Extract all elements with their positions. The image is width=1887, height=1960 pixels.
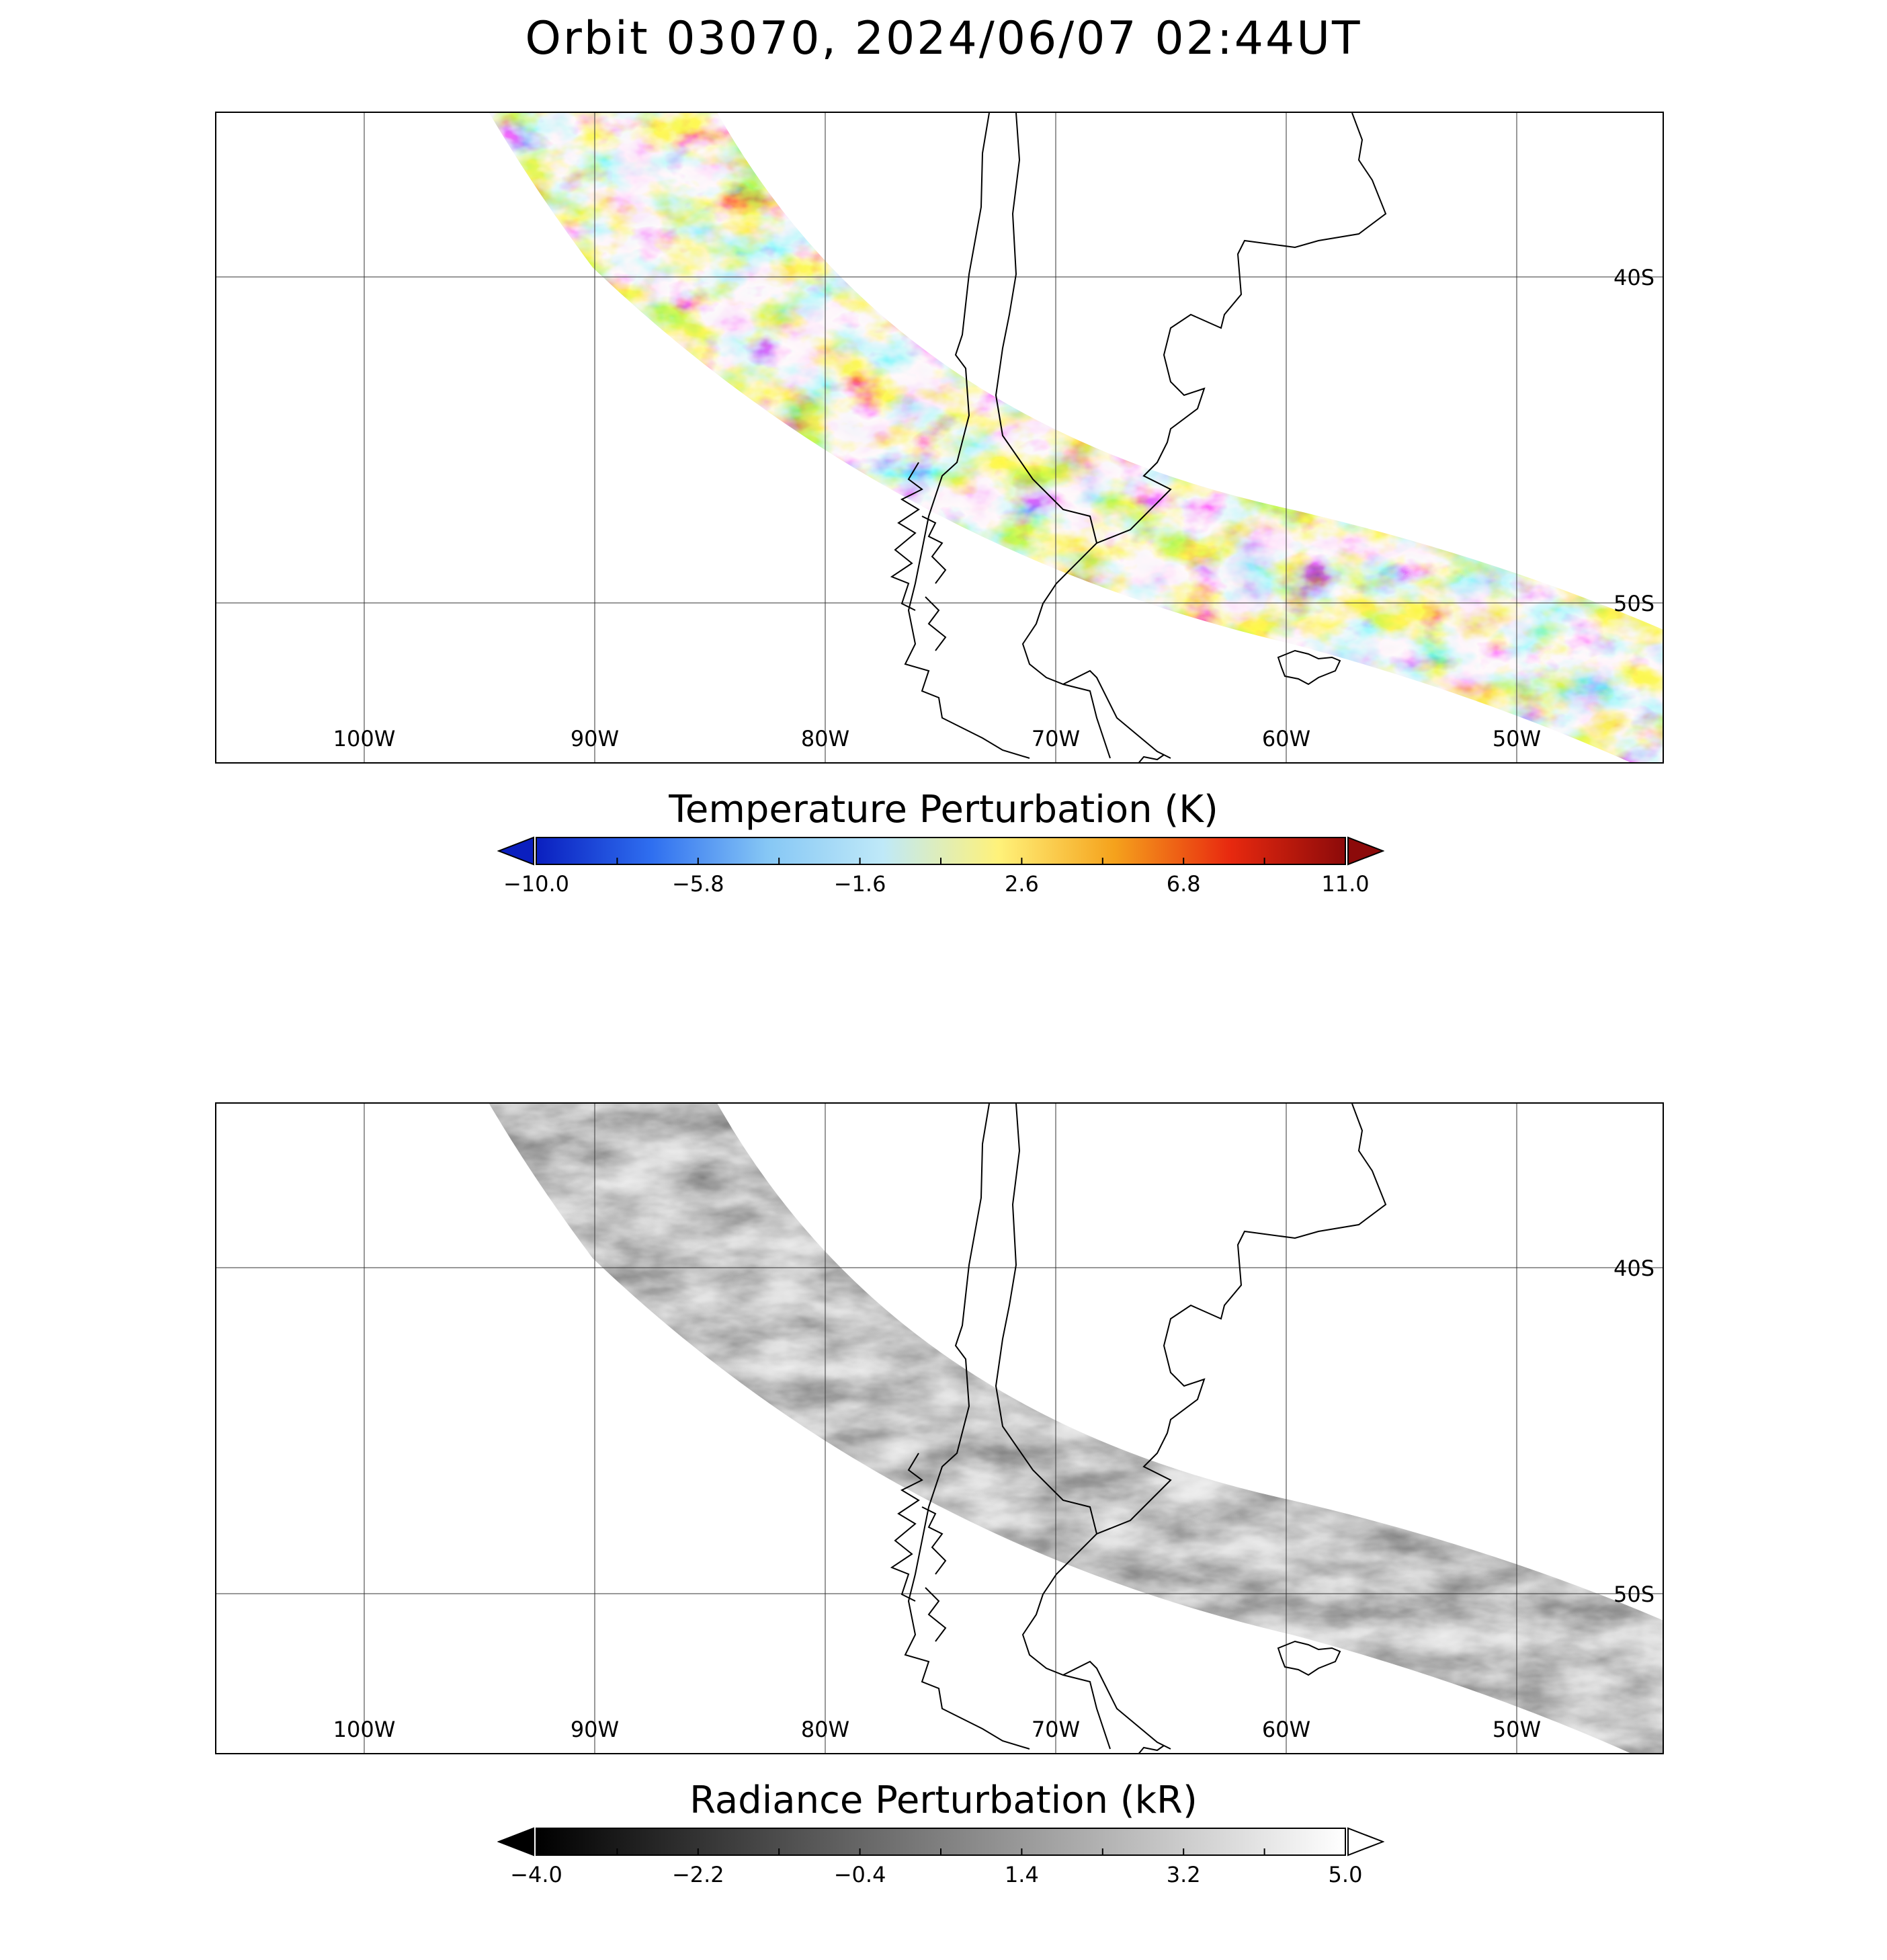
temperature-colorbar-svg: [497, 836, 1384, 866]
coastline-segment-5: [1277, 649, 1341, 686]
coastline-segment-2: [1062, 669, 1171, 759]
coastline-segment-4: [1096, 113, 1387, 544]
colorbar-tick-label: −2.2: [671, 1862, 724, 1887]
fjord-segment-0: [890, 1453, 923, 1602]
graticule-labels: 100W 90W 80W 70W 60W 50W 40S 50S: [333, 265, 1654, 751]
colorbar-tick-label: −1.6: [833, 871, 886, 897]
coastline-segment-0: [904, 113, 1030, 759]
radiance-colorbar: −4.0 −2.2 −0.4 1.4 3.2 5.0: [497, 1827, 1384, 1887]
graticule: [216, 1104, 1663, 1753]
radiance-colorbar-svg: [497, 1827, 1384, 1856]
colorbar-tick-label: −10.0: [503, 871, 570, 897]
lon-label: 50W: [1493, 1717, 1541, 1742]
figure-title: Orbit 03070, 2024/06/07 02:44UT: [525, 12, 1362, 65]
colorbar-tick-label: −4.0: [510, 1862, 562, 1887]
fjord-segment-1: [921, 1506, 947, 1575]
temperature-colorbar: −10.0 −5.8 −1.6 2.6 6.8 11.0: [497, 836, 1384, 897]
colorbar-tick-label: 1.4: [1004, 1862, 1039, 1887]
lon-label: 80W: [801, 1717, 849, 1742]
colorbar-tick-label: 6.8: [1166, 871, 1201, 897]
lon-label: 70W: [1032, 726, 1080, 751]
lon-label: 50W: [1493, 726, 1541, 751]
graticule: [216, 113, 1663, 762]
colorbar-extend-left: [497, 836, 534, 866]
coastline: [890, 1104, 1387, 1753]
temperature-map-panel: 100W 90W 80W 70W 60W 50W 40S 50S: [215, 112, 1664, 764]
fjord-segment-2: [925, 596, 947, 651]
lat-label: 50S: [1613, 1582, 1654, 1607]
coastline-segment-3: [1138, 1745, 1165, 1753]
colorbar-tick-label: −0.4: [833, 1862, 886, 1887]
coastline-segment-2: [1062, 1660, 1171, 1750]
colorbar-extend-right: [1347, 1827, 1384, 1856]
lat-label: 40S: [1613, 265, 1654, 290]
lon-label: 90W: [571, 1717, 619, 1742]
lon-label: 80W: [801, 726, 849, 751]
temperature-colorbar-title: Temperature Perturbation (K): [669, 788, 1218, 831]
coastline-segment-5: [1277, 1640, 1341, 1676]
coastline-segment-3: [1138, 754, 1165, 762]
lat-label: 40S: [1613, 1256, 1654, 1281]
radiance-map-panel: 100W 90W 80W 70W 60W 50W 40S 50S: [215, 1102, 1664, 1754]
colorbar-extend-left: [497, 1827, 534, 1856]
coastline-segment-1: [995, 1104, 1111, 1750]
lon-label: 60W: [1262, 1717, 1310, 1742]
radiance-map-svg: 100W 90W 80W 70W 60W 50W 40S 50S: [216, 1104, 1663, 1753]
coastline-segment-4: [1096, 1104, 1387, 1535]
lon-label: 70W: [1032, 1717, 1080, 1742]
colorbar-tick-label: 11.0: [1321, 871, 1370, 897]
lon-label: 100W: [333, 726, 396, 751]
radiance-colorbar-title: Radiance Perturbation (kR): [689, 1779, 1198, 1822]
lon-label: 60W: [1262, 726, 1310, 751]
lat-label: 50S: [1613, 591, 1654, 616]
colorbar-extend-right: [1347, 836, 1384, 866]
colorbar-tick-label: 3.2: [1166, 1862, 1201, 1887]
graticule-labels: 100W 90W 80W 70W 60W 50W 40S 50S: [333, 1256, 1654, 1742]
colorbar-tick-label: 5.0: [1328, 1862, 1363, 1887]
fjord-segment-1: [921, 516, 947, 584]
coastline-segment-0: [904, 1104, 1030, 1750]
temperature-swath: [485, 113, 1663, 762]
coastline-segment-1: [995, 113, 1111, 759]
fjord-segment-0: [890, 462, 923, 611]
temperature-map-svg: 100W 90W 80W 70W 60W 50W 40S 50S: [216, 113, 1663, 762]
colorbar-tick-label: 2.6: [1004, 871, 1039, 897]
lon-label: 100W: [333, 1717, 396, 1742]
coastline: [890, 113, 1387, 762]
radiance-swath: [485, 1104, 1663, 1753]
colorbar-tick-label: −5.8: [671, 871, 724, 897]
fjord-segment-2: [925, 1587, 947, 1642]
lon-label: 90W: [571, 726, 619, 751]
